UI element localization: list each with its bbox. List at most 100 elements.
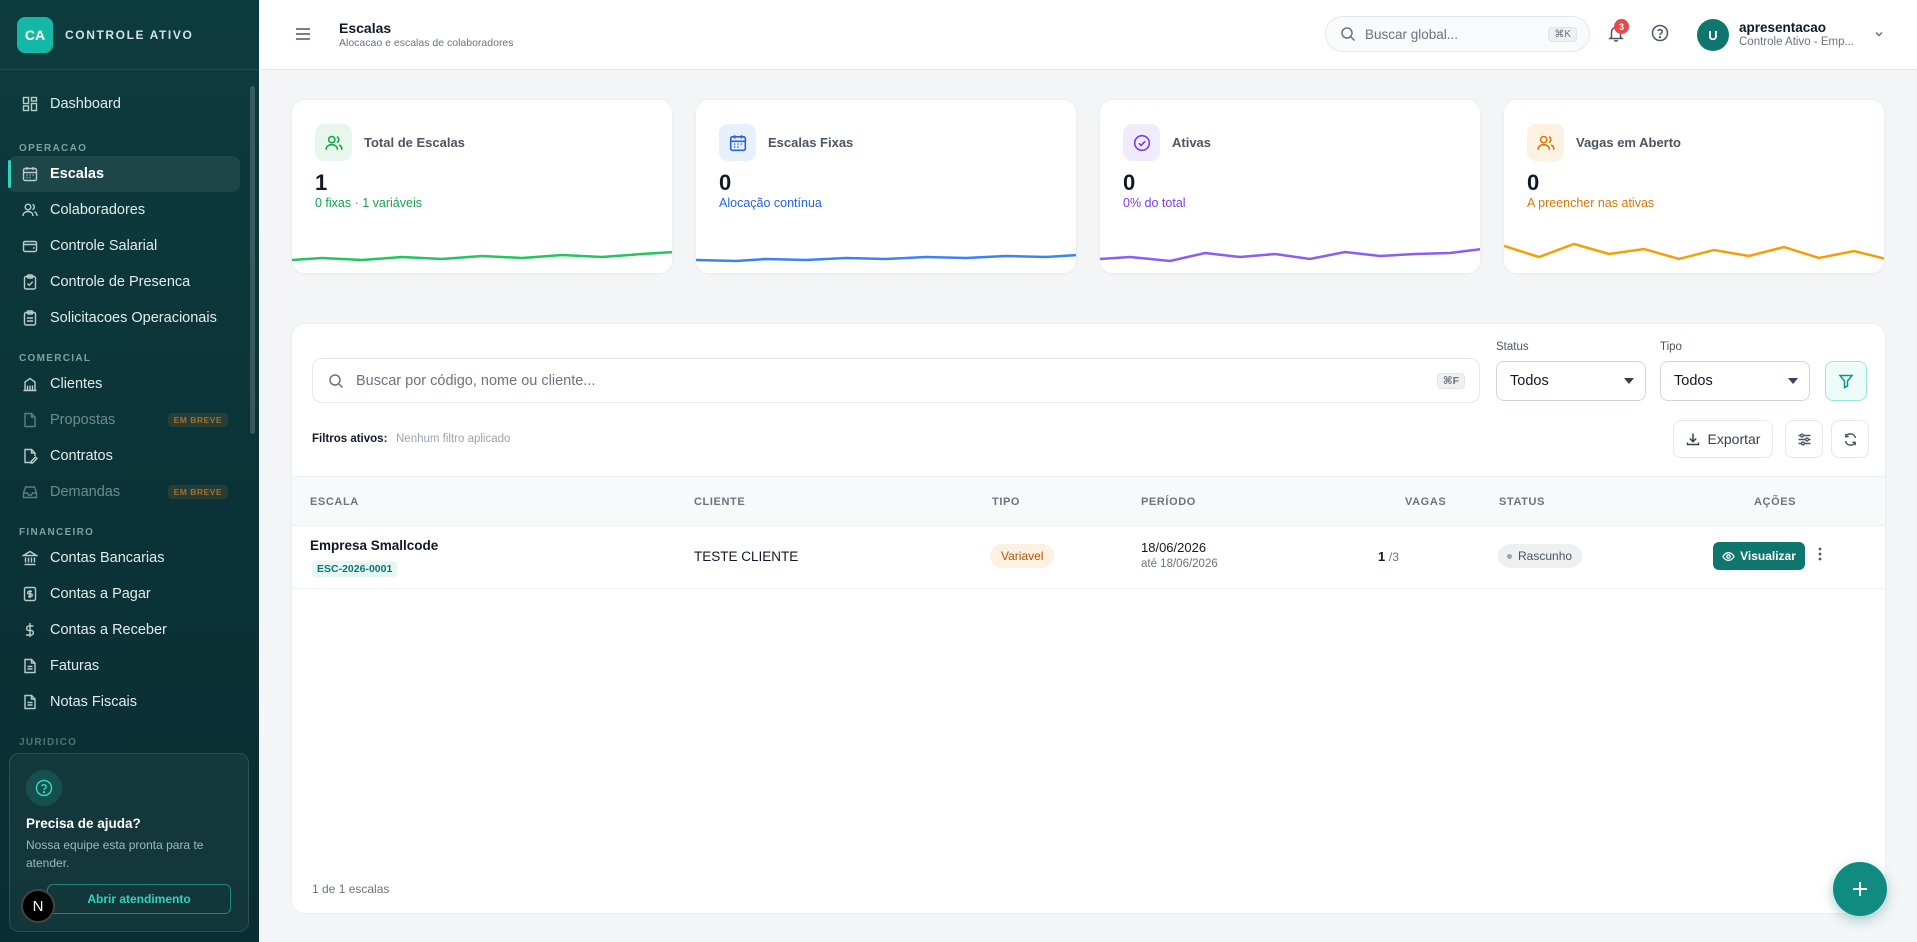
sidebar-item-colaboradores[interactable]: Colaboradores	[8, 192, 240, 228]
status-filter-label: Status	[1496, 341, 1529, 353]
global-search-input[interactable]: Buscar global... ⌘K	[1325, 16, 1590, 52]
stat-label: Total de Escalas	[364, 135, 465, 150]
view-button[interactable]: Visualizar	[1713, 542, 1805, 570]
export-button[interactable]: Exportar	[1673, 420, 1773, 458]
eye-icon	[1722, 550, 1735, 563]
table-header: ESCALA CLIENTE TIPO PERÍODO VAGAS STATUS…	[292, 476, 1885, 526]
table-search-input[interactable]: Buscar por código, nome ou cliente... ⌘F	[312, 358, 1480, 403]
sidebar-nav: Dashboard OPERACAO Escalas Colaboradores…	[8, 86, 240, 750]
sidebar-item-clientes[interactable]: Clientes	[8, 366, 240, 402]
check-circle-icon	[1123, 124, 1160, 161]
sidebar-scrollbar[interactable]	[250, 86, 255, 434]
help-icon[interactable]	[1651, 24, 1669, 47]
escala-name[interactable]: Empresa Smallcode	[310, 538, 439, 553]
file-signature-icon	[21, 447, 39, 465]
sparkline	[1100, 247, 1480, 263]
search-icon	[1340, 26, 1356, 42]
sidebar-item-label: Notas Fiscais	[50, 694, 138, 710]
sidebar-item-label: Colaboradores	[50, 202, 146, 218]
user-avatar[interactable]: U	[1697, 19, 1729, 51]
column-header-escala[interactable]: ESCALA	[310, 496, 359, 508]
wallet-icon	[21, 237, 39, 255]
column-header-periodo[interactable]: PERÍODO	[1141, 496, 1196, 508]
sidebar-item-controle-presenca[interactable]: Controle de Presenca	[8, 264, 240, 300]
calendar-icon	[21, 165, 39, 183]
stat-value: 1	[315, 170, 328, 195]
escala-code: ESC-2026-0001	[312, 561, 398, 577]
bank-icon	[21, 549, 39, 567]
stat-value: 0	[1527, 170, 1540, 195]
sidebar-item-label: Clientes	[50, 376, 103, 392]
stat-card-vagas: Vagas em Aberto 0 A preencher nas ativas	[1503, 99, 1885, 274]
column-header-tipo[interactable]: TIPO	[992, 496, 1021, 508]
pagination-count: 1 de 1 escalas	[312, 882, 390, 896]
sidebar-item-label: Contas a Pagar	[50, 586, 151, 602]
users-icon	[1527, 124, 1564, 161]
help-circle-icon	[26, 770, 62, 806]
filter-button[interactable]	[1825, 361, 1867, 401]
tipo-select[interactable]: Todos	[1660, 361, 1810, 401]
inbox-icon	[21, 483, 39, 501]
stat-subtext: 0 fixas · 1 variáveis	[315, 196, 422, 210]
user-organization: Controle Ativo - Emp...	[1739, 36, 1855, 48]
sidebar-item-controle-salarial[interactable]: Controle Salarial	[8, 228, 240, 264]
column-header-vagas[interactable]: VAGAS	[1405, 496, 1447, 508]
stat-subtext: Alocação contínua	[719, 196, 822, 210]
open-support-button[interactable]: Abrir atendimento	[47, 884, 231, 914]
stat-subtext: 0% do total	[1123, 196, 1186, 210]
sidebar-item-dashboard[interactable]: Dashboard	[8, 86, 240, 122]
status-text: Rascunho	[1518, 549, 1573, 563]
more-options-icon[interactable]	[1818, 546, 1822, 567]
status-select[interactable]: Todos	[1496, 361, 1646, 401]
sidebar-item-label: Demandas	[50, 484, 121, 500]
user-name[interactable]: apresentacao	[1739, 20, 1827, 35]
stat-card-total: Total de Escalas 1 0 fixas · 1 variáveis	[291, 99, 673, 274]
stat-value: 0	[1123, 170, 1136, 195]
page-subtitle: Alocacao e escalas de colaboradores	[339, 37, 514, 49]
sidebar-item-propostas[interactable]: Propostas EM BREVE	[8, 402, 240, 438]
column-header-cliente[interactable]: CLIENTE	[694, 496, 746, 508]
stat-label: Ativas	[1172, 135, 1212, 150]
dashboard-icon	[21, 95, 39, 113]
export-label: Exportar	[1707, 431, 1761, 447]
sidebar-item-contas-bancarias[interactable]: Contas Bancarias	[8, 540, 240, 576]
sidebar-item-label: Escalas	[50, 166, 105, 182]
column-settings-button[interactable]	[1785, 420, 1823, 458]
table-row[interactable]: Empresa Smallcode ESC-2026-0001 TESTE CL…	[292, 526, 1885, 589]
escalas-panel: Buscar por código, nome ou cliente... ⌘F…	[291, 323, 1886, 914]
column-header-status[interactable]: STATUS	[1499, 496, 1545, 508]
section-operacao: OPERACAO	[19, 143, 88, 154]
sidebar-item-label: Contratos	[50, 448, 113, 464]
section-juridico: JURIDICO	[19, 737, 78, 748]
sidebar-item-demandas[interactable]: Demandas EM BREVE	[8, 474, 240, 510]
sidebar-item-escalas[interactable]: Escalas	[8, 156, 240, 192]
sparkline	[696, 253, 1076, 263]
avatar[interactable]: N	[21, 889, 55, 923]
menu-toggle-button[interactable]	[293, 24, 313, 44]
sidebar-item-contas-pagar[interactable]: Contas a Pagar	[8, 576, 240, 612]
section-financeiro: FINANCEIRO	[19, 527, 95, 538]
caret-down-icon	[1624, 378, 1634, 384]
sidebar-item-solicitacoes[interactable]: Solicitacoes Operacionais	[8, 300, 240, 336]
vagas-preenchidas: 1	[1378, 549, 1386, 564]
shortcut-hint: ⌘F	[1436, 372, 1465, 389]
tipo-badge: Variavel	[990, 544, 1055, 568]
sidebar-item-notas-fiscais[interactable]: Notas Fiscais	[8, 684, 240, 720]
status-badge: Rascunho	[1498, 544, 1583, 568]
brand[interactable]: CA CONTROLE ATIVO	[0, 0, 259, 70]
sidebar-item-contas-receber[interactable]: Contas a Receber	[8, 612, 240, 648]
chevron-down-icon[interactable]	[1873, 27, 1885, 45]
shortcut-hint: ⌘K	[1548, 26, 1577, 42]
sidebar-item-contratos[interactable]: Contratos	[8, 438, 240, 474]
refresh-button[interactable]	[1831, 420, 1869, 458]
caret-down-icon	[1788, 378, 1798, 384]
sidebar-item-faturas[interactable]: Faturas	[8, 648, 240, 684]
active-filters-label: Filtros ativos:	[312, 433, 388, 445]
sidebar-item-label: Faturas	[50, 658, 100, 674]
vagas-total: /3	[1388, 550, 1399, 564]
help-title: Precisa de ajuda?	[26, 816, 141, 831]
status-dot	[1507, 553, 1512, 559]
add-escala-button[interactable]	[1833, 862, 1887, 916]
refresh-icon	[1843, 432, 1858, 447]
receipt-icon	[21, 585, 39, 603]
